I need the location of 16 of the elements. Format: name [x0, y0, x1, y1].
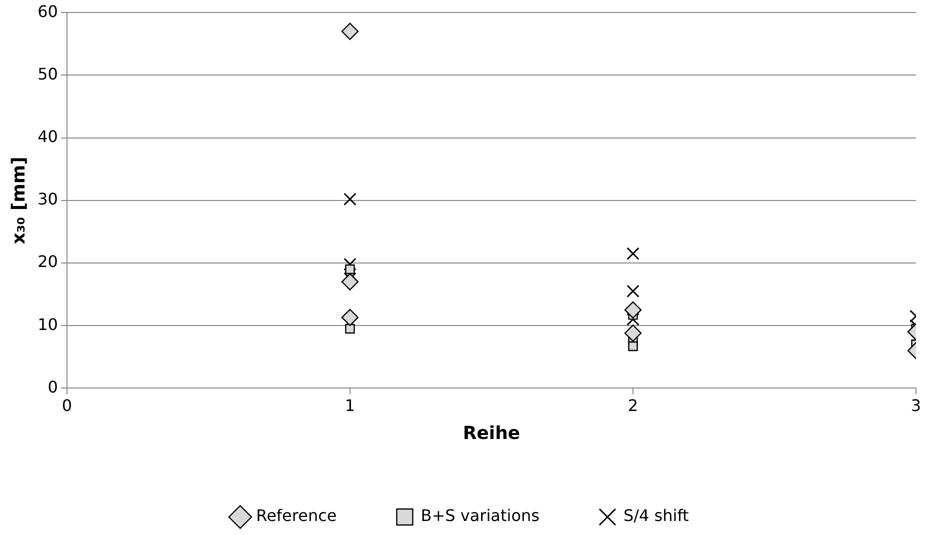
- legend-label: B+S variations: [420, 506, 540, 526]
- x-tick-label: 2: [628, 396, 638, 415]
- y-tick-label: 30: [38, 190, 58, 209]
- y-tick-label: 10: [38, 314, 58, 334]
- legend-label: S/4 shift: [623, 506, 689, 526]
- x-axis-title: Reihe: [462, 422, 520, 444]
- y-tick-label: 60: [38, 2, 58, 21]
- y-axis-title: x₃₀ [mm]: [8, 156, 30, 244]
- y-tick-label: 50: [38, 64, 58, 84]
- x-tick-label: 1: [344, 396, 356, 415]
- legend-label: Reference: [256, 506, 337, 526]
- y-tick-label: 0: [48, 377, 58, 396]
- x-tick-label: 0: [62, 396, 72, 415]
- x-tick-label: 3: [910, 396, 922, 415]
- y-tick-label: 20: [38, 252, 58, 272]
- y-tick-label: 40: [38, 126, 58, 146]
